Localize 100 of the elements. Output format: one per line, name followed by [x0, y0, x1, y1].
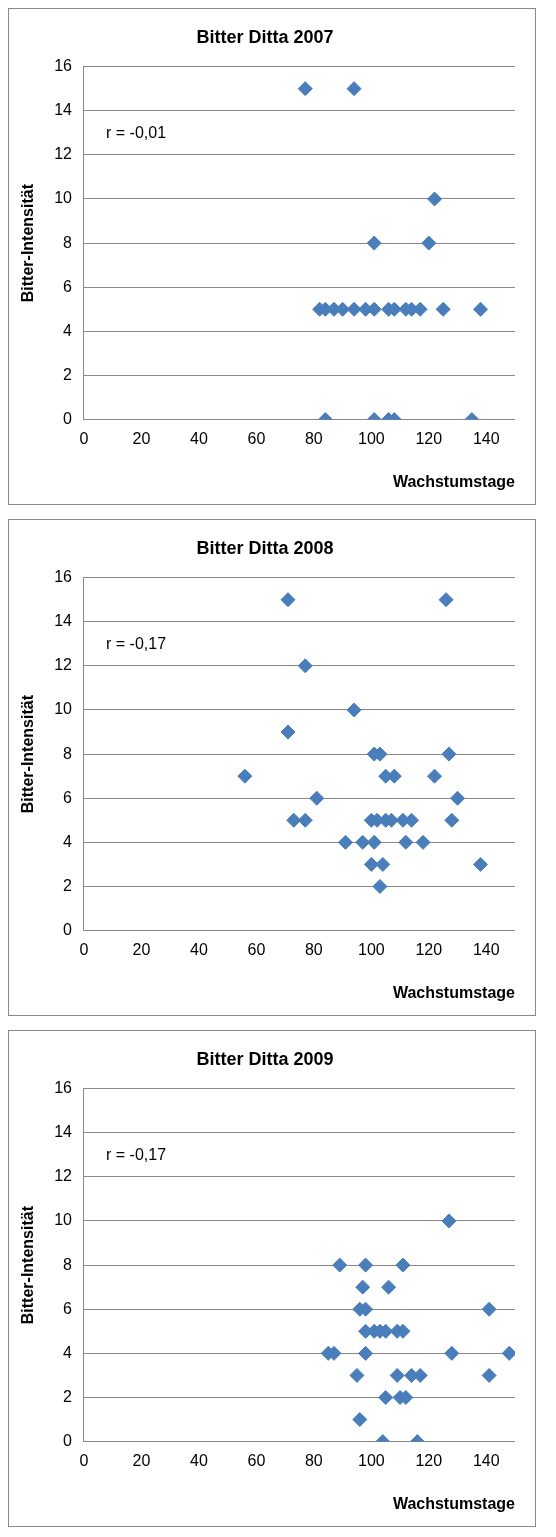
- y-axis-title: Bitter-Intensität: [19, 1205, 37, 1325]
- y-tick-label: 2: [63, 365, 73, 383]
- point: [366, 834, 382, 850]
- point: [297, 658, 313, 674]
- point: [473, 301, 489, 317]
- point: [346, 702, 362, 718]
- x-axis-title: Wachstumstage: [392, 472, 516, 490]
- x-tick-label: 60: [247, 1451, 266, 1469]
- y-tick-label: 0: [63, 921, 73, 939]
- y-tick-label: 12: [54, 1167, 73, 1185]
- x-tick-label: 20: [132, 940, 151, 958]
- y-tick-label: 6: [63, 277, 73, 295]
- x-tick-label: 120: [415, 429, 443, 447]
- x-tick-label: 100: [357, 940, 385, 958]
- chart-title: Bitter Ditta 2007: [196, 26, 334, 47]
- x-tick-label: 0: [79, 429, 89, 447]
- y-tick-label: 6: [63, 1299, 73, 1317]
- y-tick-label: 0: [63, 1432, 73, 1450]
- x-tick-label: 80: [304, 940, 323, 958]
- y-tick-label: 10: [54, 1211, 73, 1229]
- point: [309, 790, 325, 806]
- y-axis-title: Bitter-Intensität: [19, 694, 37, 814]
- y-tick-label: 8: [63, 1255, 73, 1273]
- point: [349, 1367, 365, 1383]
- point: [389, 1367, 405, 1383]
- point: [346, 81, 362, 97]
- point: [363, 856, 379, 872]
- point: [286, 812, 302, 828]
- y-tick-label: 14: [54, 101, 73, 119]
- point: [355, 1279, 371, 1295]
- point: [398, 834, 414, 850]
- annotation: r = -0,17: [106, 635, 167, 653]
- annotation: r = -0,17: [106, 1146, 167, 1164]
- point: [435, 301, 451, 317]
- y-tick-label: 2: [63, 876, 73, 894]
- point: [501, 1345, 515, 1361]
- x-axis-title: Wachstumstage: [392, 1494, 516, 1512]
- x-tick-label: 20: [132, 429, 151, 447]
- x-tick-label: 60: [247, 940, 266, 958]
- point: [450, 790, 466, 806]
- y-tick-label: 14: [54, 1123, 73, 1141]
- x-tick-label: 0: [79, 940, 89, 958]
- y-tick-label: 16: [54, 57, 73, 75]
- point: [441, 746, 457, 762]
- point: [297, 81, 313, 97]
- x-tick-label: 40: [190, 940, 208, 958]
- x-tick-label: 100: [357, 1451, 385, 1469]
- point: [337, 834, 353, 850]
- x-tick-label: 60: [247, 429, 266, 447]
- point: [481, 1367, 497, 1383]
- point: [378, 1389, 394, 1405]
- point: [358, 1345, 374, 1361]
- x-tick-label: 40: [190, 429, 208, 447]
- x-tick-label: 140: [472, 940, 500, 958]
- y-tick-label: 16: [54, 568, 73, 586]
- y-tick-label: 8: [63, 233, 73, 251]
- point: [427, 191, 443, 207]
- point: [415, 834, 431, 850]
- point: [237, 768, 253, 784]
- x-tick-label: 120: [415, 1451, 443, 1469]
- point: [381, 1279, 397, 1295]
- point: [280, 724, 296, 740]
- point: [481, 1301, 497, 1317]
- y-tick-label: 4: [63, 1343, 73, 1361]
- point: [352, 1412, 368, 1428]
- x-tick-label: 80: [304, 429, 323, 447]
- x-axis-title: Wachstumstage: [392, 983, 516, 1001]
- point: [427, 768, 443, 784]
- y-tick-label: 16: [54, 1079, 73, 1097]
- x-tick-label: 140: [472, 429, 500, 447]
- point: [444, 1345, 460, 1361]
- y-tick-label: 12: [54, 656, 73, 674]
- point: [280, 592, 296, 608]
- x-tick-label: 140: [472, 1451, 500, 1469]
- y-tick-label: 14: [54, 612, 73, 630]
- y-tick-label: 10: [54, 700, 73, 718]
- y-tick-label: 4: [63, 321, 73, 339]
- point: [366, 235, 382, 251]
- chart-title: Bitter Ditta 2009: [196, 1048, 334, 1069]
- y-tick-label: 10: [54, 189, 73, 207]
- point: [441, 1213, 457, 1229]
- x-tick-label: 120: [415, 940, 443, 958]
- y-tick-label: 12: [54, 145, 73, 163]
- point: [297, 812, 313, 828]
- y-tick-label: 0: [63, 410, 73, 428]
- y-tick-label: 6: [63, 788, 73, 806]
- point: [444, 812, 460, 828]
- point: [421, 235, 437, 251]
- point: [358, 1257, 374, 1273]
- point: [375, 856, 391, 872]
- y-tick-label: 4: [63, 832, 73, 850]
- point: [355, 834, 371, 850]
- x-tick-label: 20: [132, 1451, 151, 1469]
- x-tick-label: 40: [190, 1451, 208, 1469]
- chart-title: Bitter Ditta 2008: [196, 537, 334, 558]
- annotation: r = -0,01: [106, 124, 167, 142]
- y-tick-label: 2: [63, 1387, 73, 1405]
- y-tick-label: 8: [63, 744, 73, 762]
- point: [332, 1257, 348, 1273]
- point: [346, 301, 362, 317]
